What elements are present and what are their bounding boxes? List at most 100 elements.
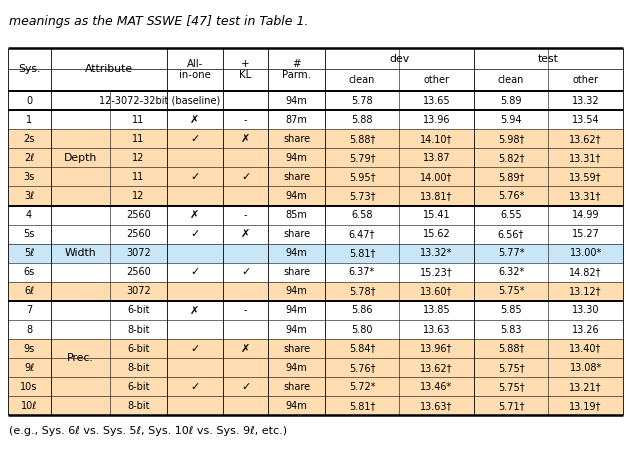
Text: 13.00*: 13.00* <box>570 248 602 258</box>
Text: 5.82†: 5.82† <box>498 153 525 163</box>
Text: 6-bit: 6-bit <box>127 382 150 392</box>
Text: 15.62: 15.62 <box>423 229 450 239</box>
Text: 94m: 94m <box>285 248 307 258</box>
Text: clean: clean <box>349 75 375 85</box>
Text: ✗: ✗ <box>241 229 250 239</box>
Text: 12-3072-32bit (baseline): 12-3072-32bit (baseline) <box>99 96 220 106</box>
Text: share: share <box>283 172 310 182</box>
Text: 5.88: 5.88 <box>351 115 372 125</box>
Text: 6ℓ: 6ℓ <box>24 286 34 296</box>
Text: 5.83: 5.83 <box>500 325 522 335</box>
Text: 15.41: 15.41 <box>423 210 450 220</box>
Text: 6.37*: 6.37* <box>349 267 375 277</box>
Text: 11: 11 <box>132 172 145 182</box>
Bar <box>8 129 623 148</box>
Text: 13.96†: 13.96† <box>420 344 453 354</box>
Text: other: other <box>424 75 449 85</box>
Text: 5.80: 5.80 <box>351 325 372 335</box>
Text: 13.65: 13.65 <box>423 96 450 106</box>
Text: 13.63†: 13.63† <box>420 401 453 411</box>
Text: 12: 12 <box>132 191 145 201</box>
Text: 14.82†: 14.82† <box>570 267 602 277</box>
Text: share: share <box>283 382 310 392</box>
Text: 13.87: 13.87 <box>423 153 450 163</box>
Text: ✗: ✗ <box>190 115 199 125</box>
Text: 13.60†: 13.60† <box>420 286 453 296</box>
Text: 8-bit: 8-bit <box>127 325 150 335</box>
Text: 5.79†: 5.79† <box>349 153 375 163</box>
Text: 2560: 2560 <box>126 229 151 239</box>
Text: (e.g., Sys. 6ℓ vs. Sys. 5ℓ, Sys. 10ℓ vs. Sys. 9ℓ, etc.): (e.g., Sys. 6ℓ vs. Sys. 5ℓ, Sys. 10ℓ vs.… <box>9 426 287 436</box>
Text: dev: dev <box>389 54 409 64</box>
Text: 13.19†: 13.19† <box>570 401 602 411</box>
Text: -: - <box>244 115 247 125</box>
Text: ✗: ✗ <box>190 306 199 316</box>
Text: 5.78: 5.78 <box>351 96 373 106</box>
Text: 94m: 94m <box>285 401 307 411</box>
Text: 13.12†: 13.12† <box>570 286 602 296</box>
Text: 5.89: 5.89 <box>500 96 522 106</box>
Text: 12: 12 <box>132 153 145 163</box>
Text: 13.46*: 13.46* <box>421 382 453 392</box>
Text: #
Parm.: # Parm. <box>282 59 311 80</box>
Text: Depth: Depth <box>64 153 97 163</box>
Text: 13.85: 13.85 <box>423 306 450 316</box>
Text: 94m: 94m <box>285 286 307 296</box>
Text: Attribute: Attribute <box>85 64 133 74</box>
Text: 13.96: 13.96 <box>423 115 450 125</box>
Text: 10s: 10s <box>21 382 38 392</box>
Text: +
KL: + KL <box>240 59 252 80</box>
Text: 5.88†: 5.88† <box>498 344 524 354</box>
Text: 5.78†: 5.78† <box>349 286 375 296</box>
Text: -: - <box>244 210 247 220</box>
Text: other: other <box>573 75 598 85</box>
Text: 2ℓ: 2ℓ <box>24 153 34 163</box>
Text: ✓: ✓ <box>190 344 199 354</box>
Text: 5.88†: 5.88† <box>349 134 375 144</box>
Bar <box>8 339 623 358</box>
Text: 13.32*: 13.32* <box>420 248 453 258</box>
Text: All-
in-one: All- in-one <box>179 59 210 80</box>
Text: 5.77*: 5.77* <box>498 248 525 258</box>
Text: ✓: ✓ <box>190 172 199 182</box>
Text: 5.85: 5.85 <box>500 306 522 316</box>
Text: 14.99: 14.99 <box>572 210 599 220</box>
Text: -: - <box>244 306 247 316</box>
Text: 94m: 94m <box>285 325 307 335</box>
Text: 10ℓ: 10ℓ <box>21 401 37 411</box>
Text: 3s: 3s <box>23 172 34 182</box>
Bar <box>8 244 623 263</box>
Text: 94m: 94m <box>285 153 307 163</box>
Text: 13.62†: 13.62† <box>420 363 453 373</box>
Text: ✓: ✓ <box>190 382 199 392</box>
Bar <box>8 148 623 168</box>
Text: 5.81†: 5.81† <box>349 401 375 411</box>
Text: Prec.: Prec. <box>67 353 94 363</box>
Text: 9ℓ: 9ℓ <box>24 363 34 373</box>
Text: 5.75*: 5.75* <box>498 286 525 296</box>
Text: 15.23†: 15.23† <box>420 267 453 277</box>
Text: 13.31†: 13.31† <box>570 153 602 163</box>
Text: 2s: 2s <box>23 134 34 144</box>
Text: 5.75†: 5.75† <box>498 382 525 392</box>
Text: 13.32: 13.32 <box>572 96 600 106</box>
Text: 2560: 2560 <box>126 210 151 220</box>
Text: ✓: ✓ <box>241 267 250 277</box>
Bar <box>8 187 623 206</box>
Text: 13.62†: 13.62† <box>570 134 602 144</box>
Text: 8-bit: 8-bit <box>127 401 150 411</box>
Text: 14.00†: 14.00† <box>420 172 453 182</box>
Text: 2560: 2560 <box>126 267 151 277</box>
Text: ✓: ✓ <box>190 134 199 144</box>
Text: 5.81†: 5.81† <box>349 248 375 258</box>
Text: share: share <box>283 134 310 144</box>
Text: ✗: ✗ <box>190 210 199 220</box>
Text: 13.08*: 13.08* <box>570 363 602 373</box>
Text: 5.72*: 5.72* <box>349 382 375 392</box>
Text: 7: 7 <box>26 306 32 316</box>
Text: 15.27: 15.27 <box>572 229 600 239</box>
Text: 5.73†: 5.73† <box>349 191 375 201</box>
Text: 5.98†: 5.98† <box>498 134 524 144</box>
Text: 11: 11 <box>132 115 145 125</box>
Text: 11: 11 <box>132 134 145 144</box>
